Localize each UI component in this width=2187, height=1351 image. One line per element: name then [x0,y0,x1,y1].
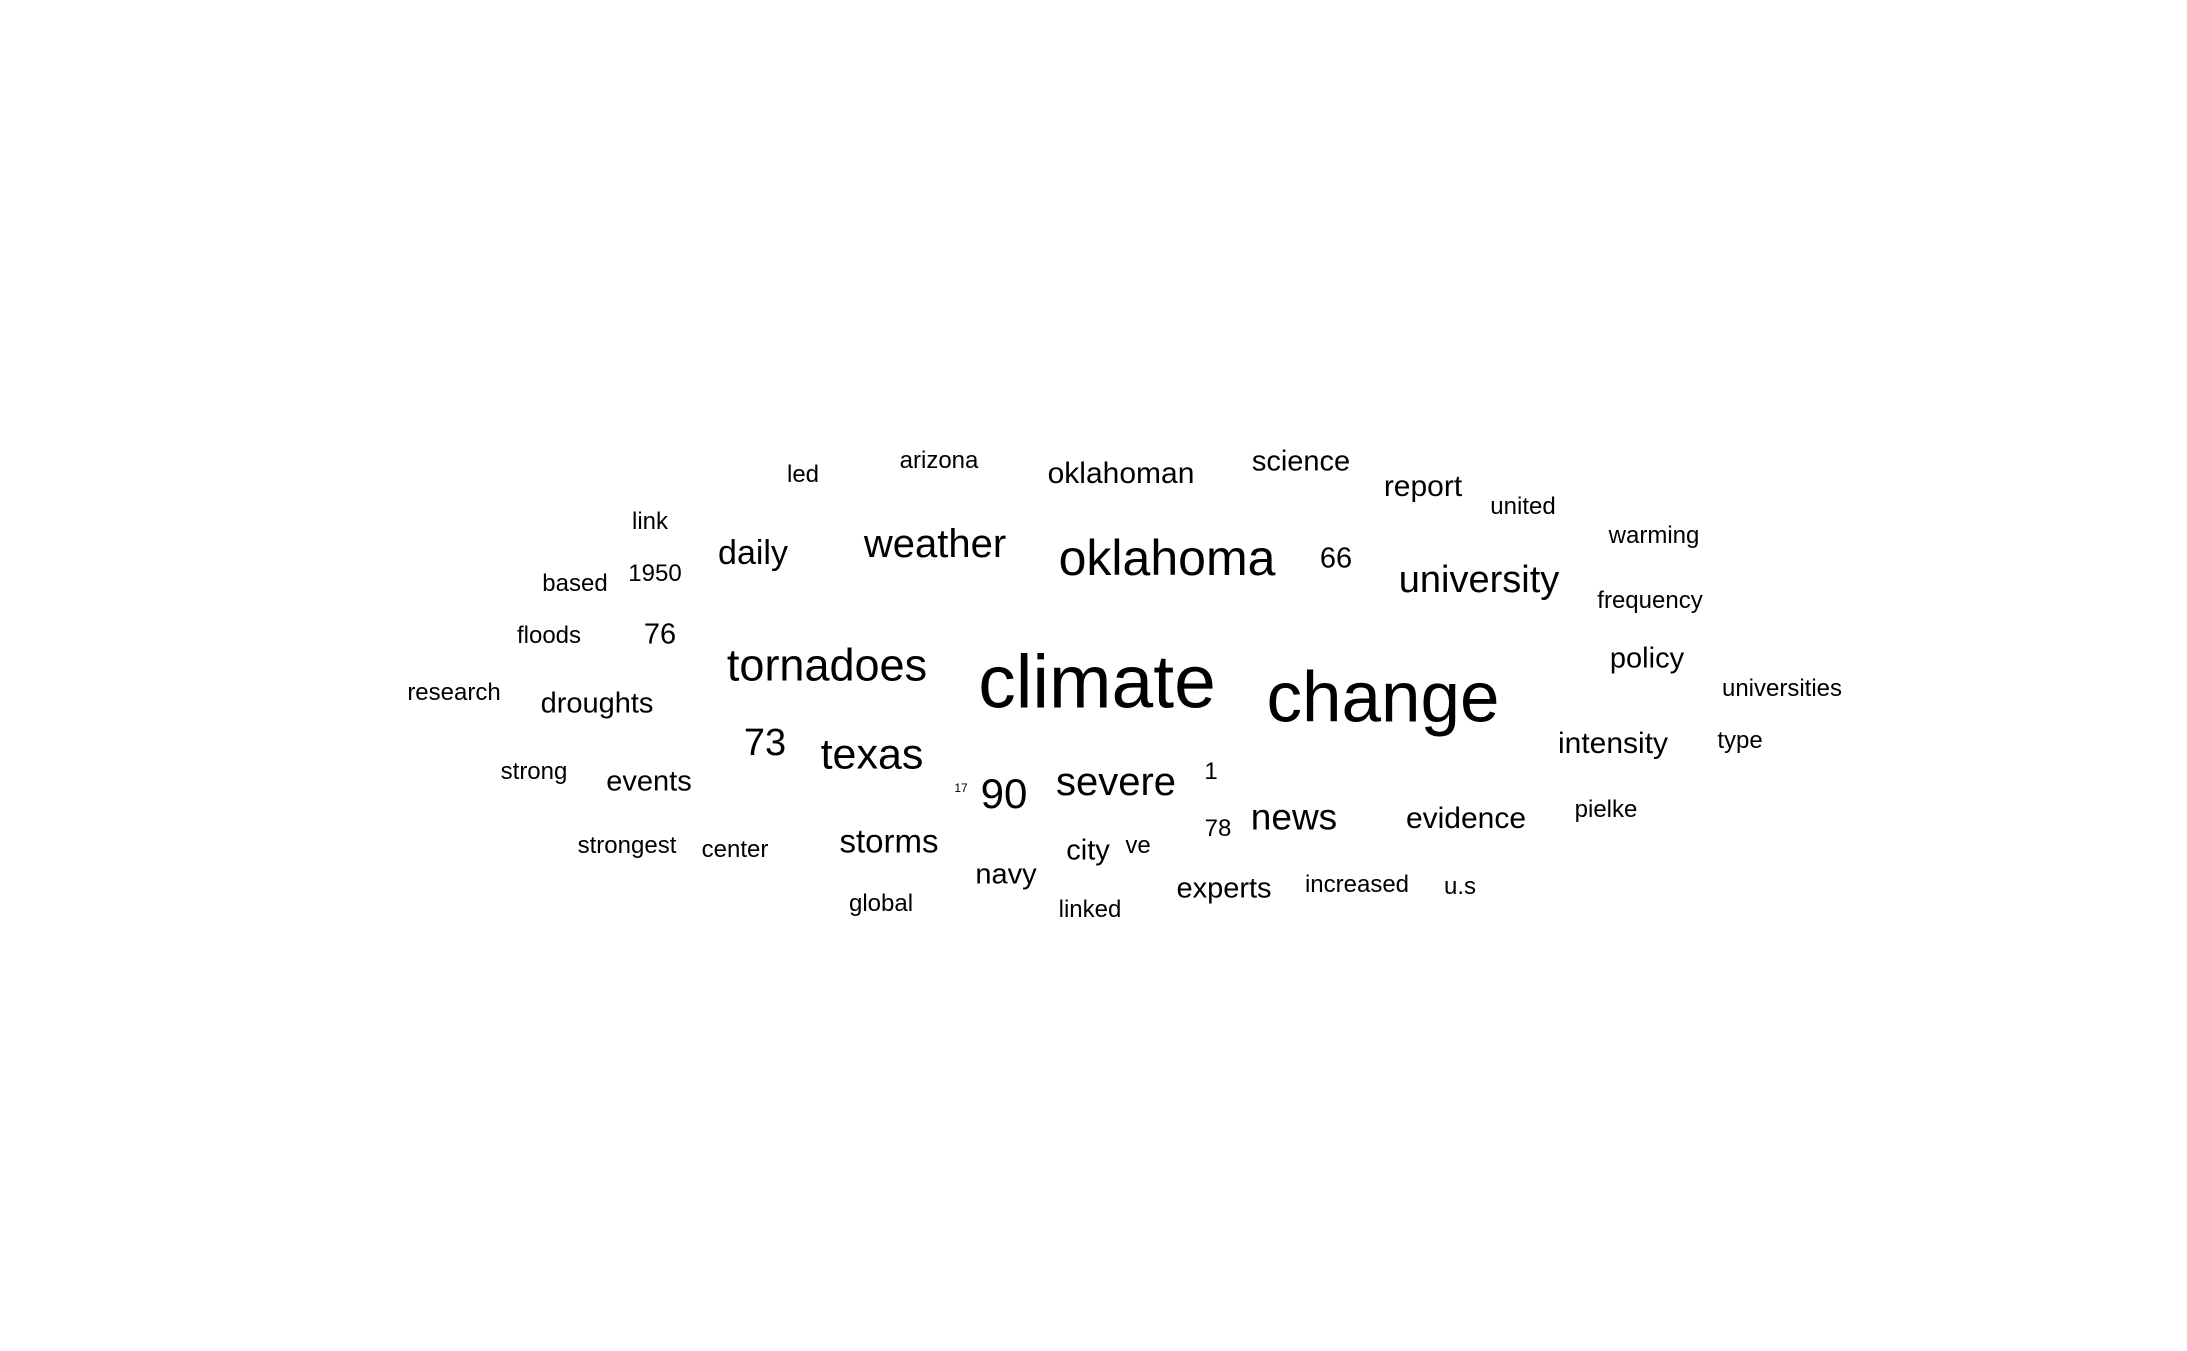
word-policy: policy [1609,642,1685,675]
word-intensity: intensity [1557,727,1669,760]
word-navy: navy [975,858,1037,891]
word-17: 17 [954,781,968,795]
word-based: based [542,570,608,597]
word-report: report [1383,470,1463,503]
word-type: type [1717,727,1763,754]
word-led: led [786,461,820,488]
word-texas: texas [820,730,924,779]
word-science: science [1251,445,1351,478]
word-u-s: u.s [1443,873,1477,900]
word-oklahoman: oklahoman [1047,457,1195,490]
word-tornadoes: tornadoes [726,639,928,691]
word-frequency: frequency [1597,587,1703,614]
word-city: city [1066,834,1110,867]
word-78: 78 [1204,815,1232,842]
word-oklahoma: oklahoma [1058,530,1276,586]
word-warming: warming [1608,522,1700,549]
word-center: center [701,836,769,863]
word-floods: floods [516,622,582,649]
word-daily: daily [718,534,788,572]
word-increased: increased [1304,871,1410,898]
word-climate: climate [978,639,1216,724]
word-global: global [848,890,914,917]
word-1: 1 [1204,758,1218,785]
word-droughts: droughts [540,687,654,720]
word-severe: severe [1055,760,1177,804]
word-evidence: evidence [1405,802,1527,835]
word-change: change [1266,658,1500,738]
word-76: 76 [643,618,677,651]
word-weather: weather [863,522,1007,566]
word-ve: ve [1125,832,1151,859]
word-research: research [407,679,501,706]
word-united: united [1490,493,1556,520]
word-90: 90 [980,770,1028,817]
word-events: events [606,765,692,798]
word-1950: 1950 [628,560,682,587]
word-66: 66 [1319,542,1353,575]
word-university: university [1398,559,1560,601]
word-73: 73 [743,722,787,764]
word-link: link [631,508,669,535]
word-news: news [1250,796,1338,838]
word-storms: storms [839,822,939,860]
word-universities: universities [1721,675,1843,702]
word-pielke: pielke [1574,796,1638,823]
word-strong: strong [500,758,568,785]
word-strongest: strongest [577,832,677,859]
word-arizona: arizona [899,447,979,474]
word-experts: experts [1176,872,1272,905]
word-linked: linked [1058,896,1122,923]
